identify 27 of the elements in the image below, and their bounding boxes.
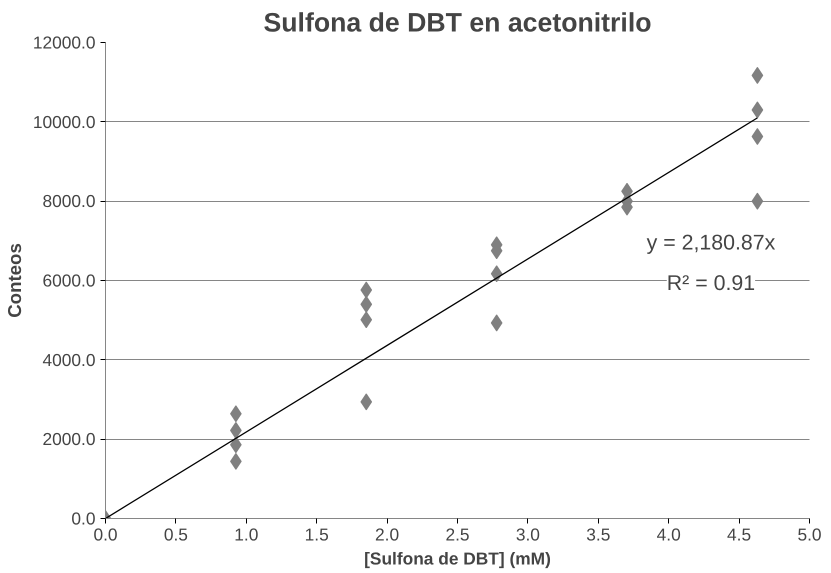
y-tick-label: 12000.0 <box>32 32 96 52</box>
x-axis-title: [Sulfona de DBT] (mM) <box>364 548 551 568</box>
point <box>360 282 372 299</box>
x-tick-label: 2.5 <box>445 524 470 544</box>
point <box>360 296 372 313</box>
x-tick-label: 3.0 <box>516 524 540 544</box>
point <box>360 393 372 410</box>
y-tick-label: 0.0 <box>71 508 96 528</box>
x-tick-label: 0.0 <box>93 524 118 544</box>
y-tick-label: 2000.0 <box>42 429 96 450</box>
y-tick-label: 10000.0 <box>32 112 96 132</box>
y-tick-label: 6000.0 <box>42 270 96 290</box>
annotation: R² = 0.91 <box>666 270 756 295</box>
y-tick-label: 8000.0 <box>42 191 96 212</box>
chart-title: Sulfona de DBT en acetonitrilo <box>263 8 652 38</box>
point <box>360 311 372 328</box>
annotation: y = 2,180.87x <box>646 230 776 254</box>
x-tick-label: 2.0 <box>375 524 400 544</box>
x-tick-label: 5.0 <box>797 524 822 544</box>
x-tick-label: 1.0 <box>234 524 258 544</box>
x-tick-label: 4.0 <box>656 524 681 544</box>
x-tick-label: 1.5 <box>304 524 329 544</box>
x-tick-label: 0.5 <box>164 524 188 544</box>
x-tick-label: 4.5 <box>727 524 752 544</box>
y-axis-title: Conteos <box>4 243 25 318</box>
x-tick-label: 3.5 <box>586 524 610 544</box>
y-tick-label: 4000.0 <box>42 350 96 370</box>
